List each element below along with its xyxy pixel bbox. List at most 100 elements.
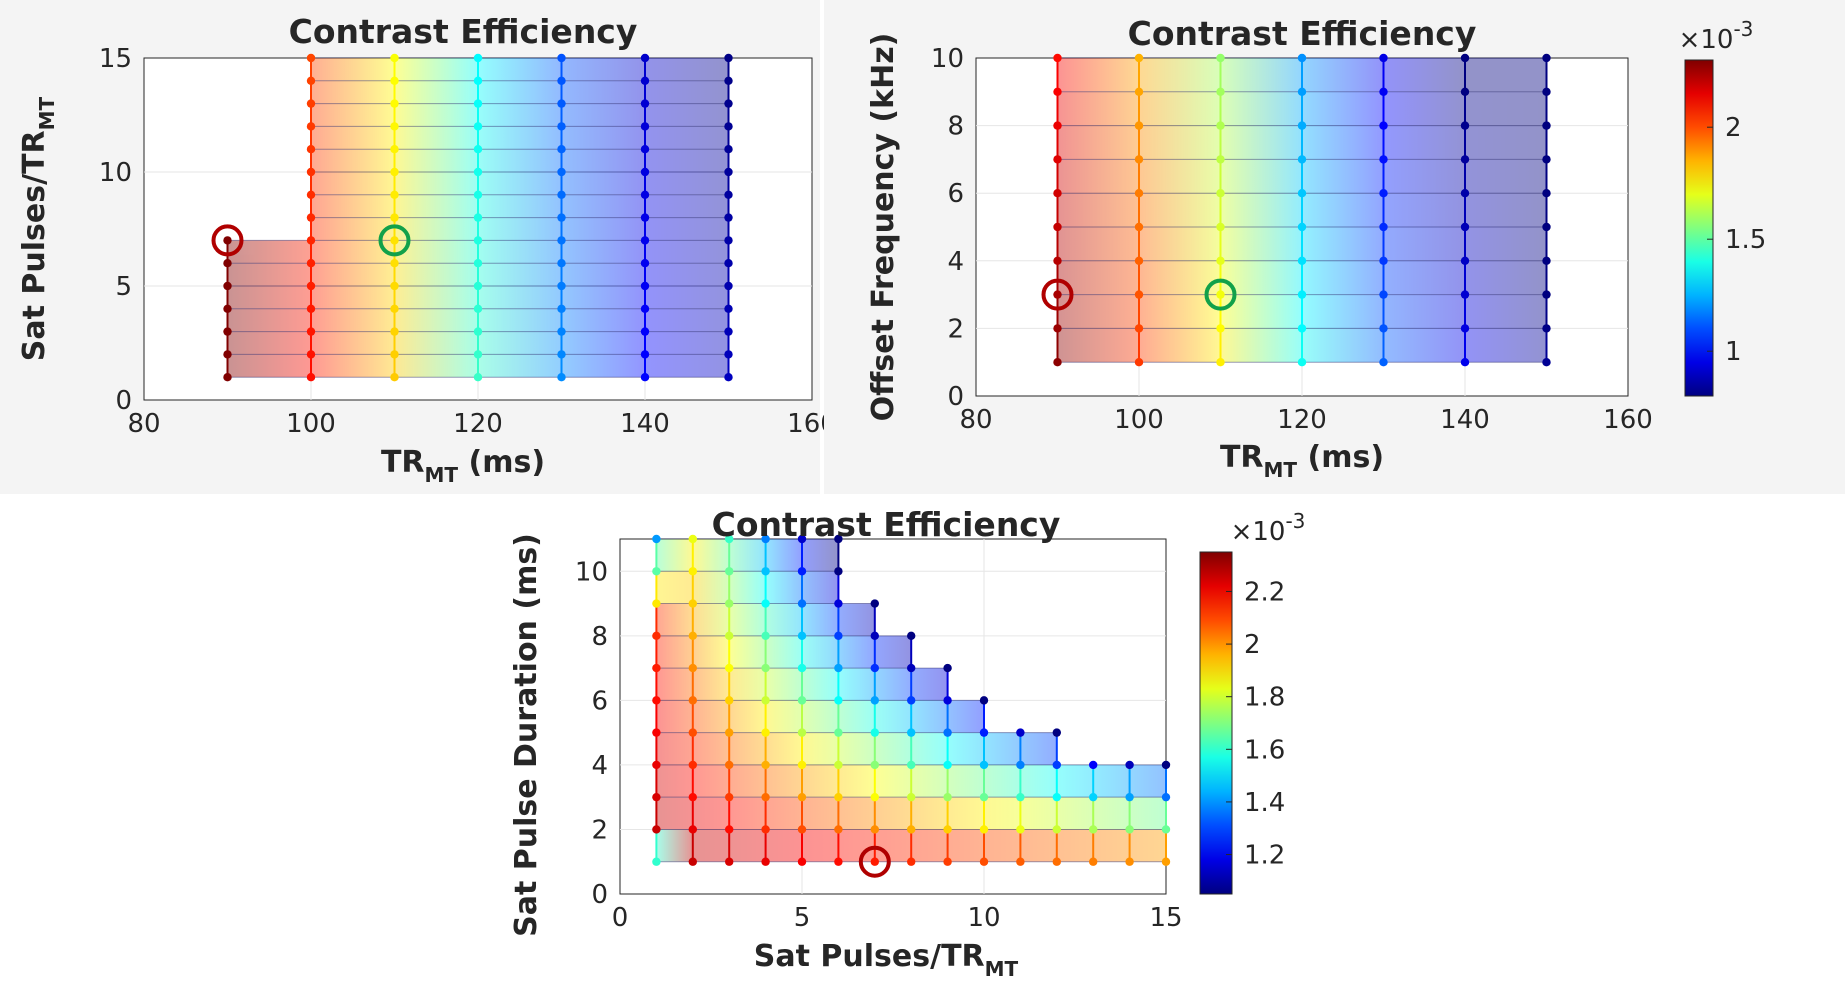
colorbar-exponent-power: -3 [1733, 17, 1753, 41]
surface-cell [802, 539, 839, 572]
data-point [473, 259, 483, 268]
data-point [797, 631, 807, 641]
data-point [797, 599, 807, 608]
data-point [1297, 189, 1307, 198]
surface-cell [561, 263, 645, 286]
data-point [652, 534, 661, 544]
data-point [797, 696, 807, 705]
surface-cell [394, 58, 478, 81]
surface-cell [311, 286, 395, 309]
data-point [725, 599, 734, 608]
surface-cell [561, 80, 645, 104]
surface-cell [1302, 159, 1384, 194]
surface-cell [1465, 91, 1547, 126]
surface-cell [1020, 829, 1057, 862]
data-point [1016, 760, 1025, 770]
data-point [1053, 222, 1062, 232]
surface-cell [947, 764, 984, 798]
data-point [724, 236, 733, 245]
data-point [223, 327, 232, 336]
highlight-circle [378, 224, 411, 257]
surface-cell [1220, 227, 1302, 261]
y-axis-label-main: Sat Pulses/TR [17, 130, 52, 361]
surface-cell [1056, 829, 1094, 862]
data-point [1297, 53, 1307, 63]
highlight-circle [211, 224, 244, 257]
data-point [1542, 155, 1551, 164]
data-point [870, 599, 879, 608]
data-point [1460, 155, 1470, 164]
data-point [640, 145, 650, 154]
data-point [390, 53, 399, 63]
x-axis-label-tail: (ms) [458, 445, 545, 480]
surface-cell [765, 635, 802, 669]
surface-cell [692, 571, 730, 604]
surface-cell [227, 308, 311, 332]
data-point [473, 145, 483, 154]
surface-cell [1220, 91, 1302, 126]
surface-cell [394, 354, 478, 378]
surface-cell [1302, 328, 1384, 363]
surface-cell [645, 194, 729, 218]
data-point [834, 567, 843, 576]
data-point [870, 792, 879, 802]
surface-cell [1220, 328, 1302, 363]
y-tick-label: 0 [947, 382, 964, 412]
data-point [1053, 256, 1062, 265]
x-tick-labels: 80 100 120 140 160 [959, 405, 1652, 435]
surface-cell [1465, 125, 1547, 160]
surface-cell [311, 194, 395, 218]
data-point [390, 76, 399, 86]
data-point [652, 857, 661, 866]
surface-cell [838, 603, 875, 636]
data-point [652, 792, 661, 802]
data-point [761, 534, 770, 544]
x-axis-label: TRMT (ms) [1220, 440, 1384, 482]
y-tick-label: 2 [947, 314, 964, 344]
surface-cell [1057, 91, 1139, 126]
colorbar-exponent: ×10-3 [1231, 509, 1306, 547]
data-point [306, 236, 316, 245]
surface-cell [478, 126, 562, 150]
surface-cell [1465, 260, 1547, 295]
surface-cell [1139, 58, 1221, 92]
surface-cell [802, 668, 839, 701]
x-tick-label: 0 [612, 903, 629, 933]
surface-cell [311, 331, 395, 355]
surface-cell [656, 635, 693, 669]
data-point [652, 567, 661, 576]
surface-cell [729, 571, 766, 604]
data-point [1216, 87, 1225, 97]
data-point [1216, 53, 1225, 63]
surface-cell [394, 194, 478, 218]
surface-cell [1139, 328, 1221, 363]
data-point [306, 350, 316, 359]
surface-cell [1057, 125, 1139, 160]
surface-cell [838, 764, 875, 798]
surface-cell [311, 172, 395, 195]
surface-cell [561, 126, 645, 150]
surface-cell [765, 700, 802, 733]
data-point [306, 213, 316, 222]
data-point [1053, 121, 1062, 130]
x-tick-label: 160 [1603, 405, 1653, 435]
y-tick-labels: 0 2 4 6 8 10 [575, 557, 608, 910]
data-point [870, 760, 879, 770]
data-point [557, 53, 566, 63]
y-axis-label-main: Sat Pulse Duration (ms) [509, 533, 544, 937]
data-point [557, 259, 566, 268]
surface-cell [729, 603, 766, 636]
data-points [1053, 53, 1551, 367]
y-axis-label: Offset Frequency (kHz) [866, 33, 901, 422]
data-point [1460, 256, 1470, 265]
y-tick-label: 8 [947, 112, 964, 142]
data-point [725, 792, 734, 802]
data-point [306, 76, 316, 86]
surface-cell [765, 603, 802, 636]
colorbar-tick-label: 1.6 [1244, 735, 1285, 765]
data-point [1125, 857, 1134, 866]
surface-cell [311, 149, 395, 172]
surface-cell [645, 354, 729, 378]
colorbar-gradient [1199, 551, 1233, 895]
